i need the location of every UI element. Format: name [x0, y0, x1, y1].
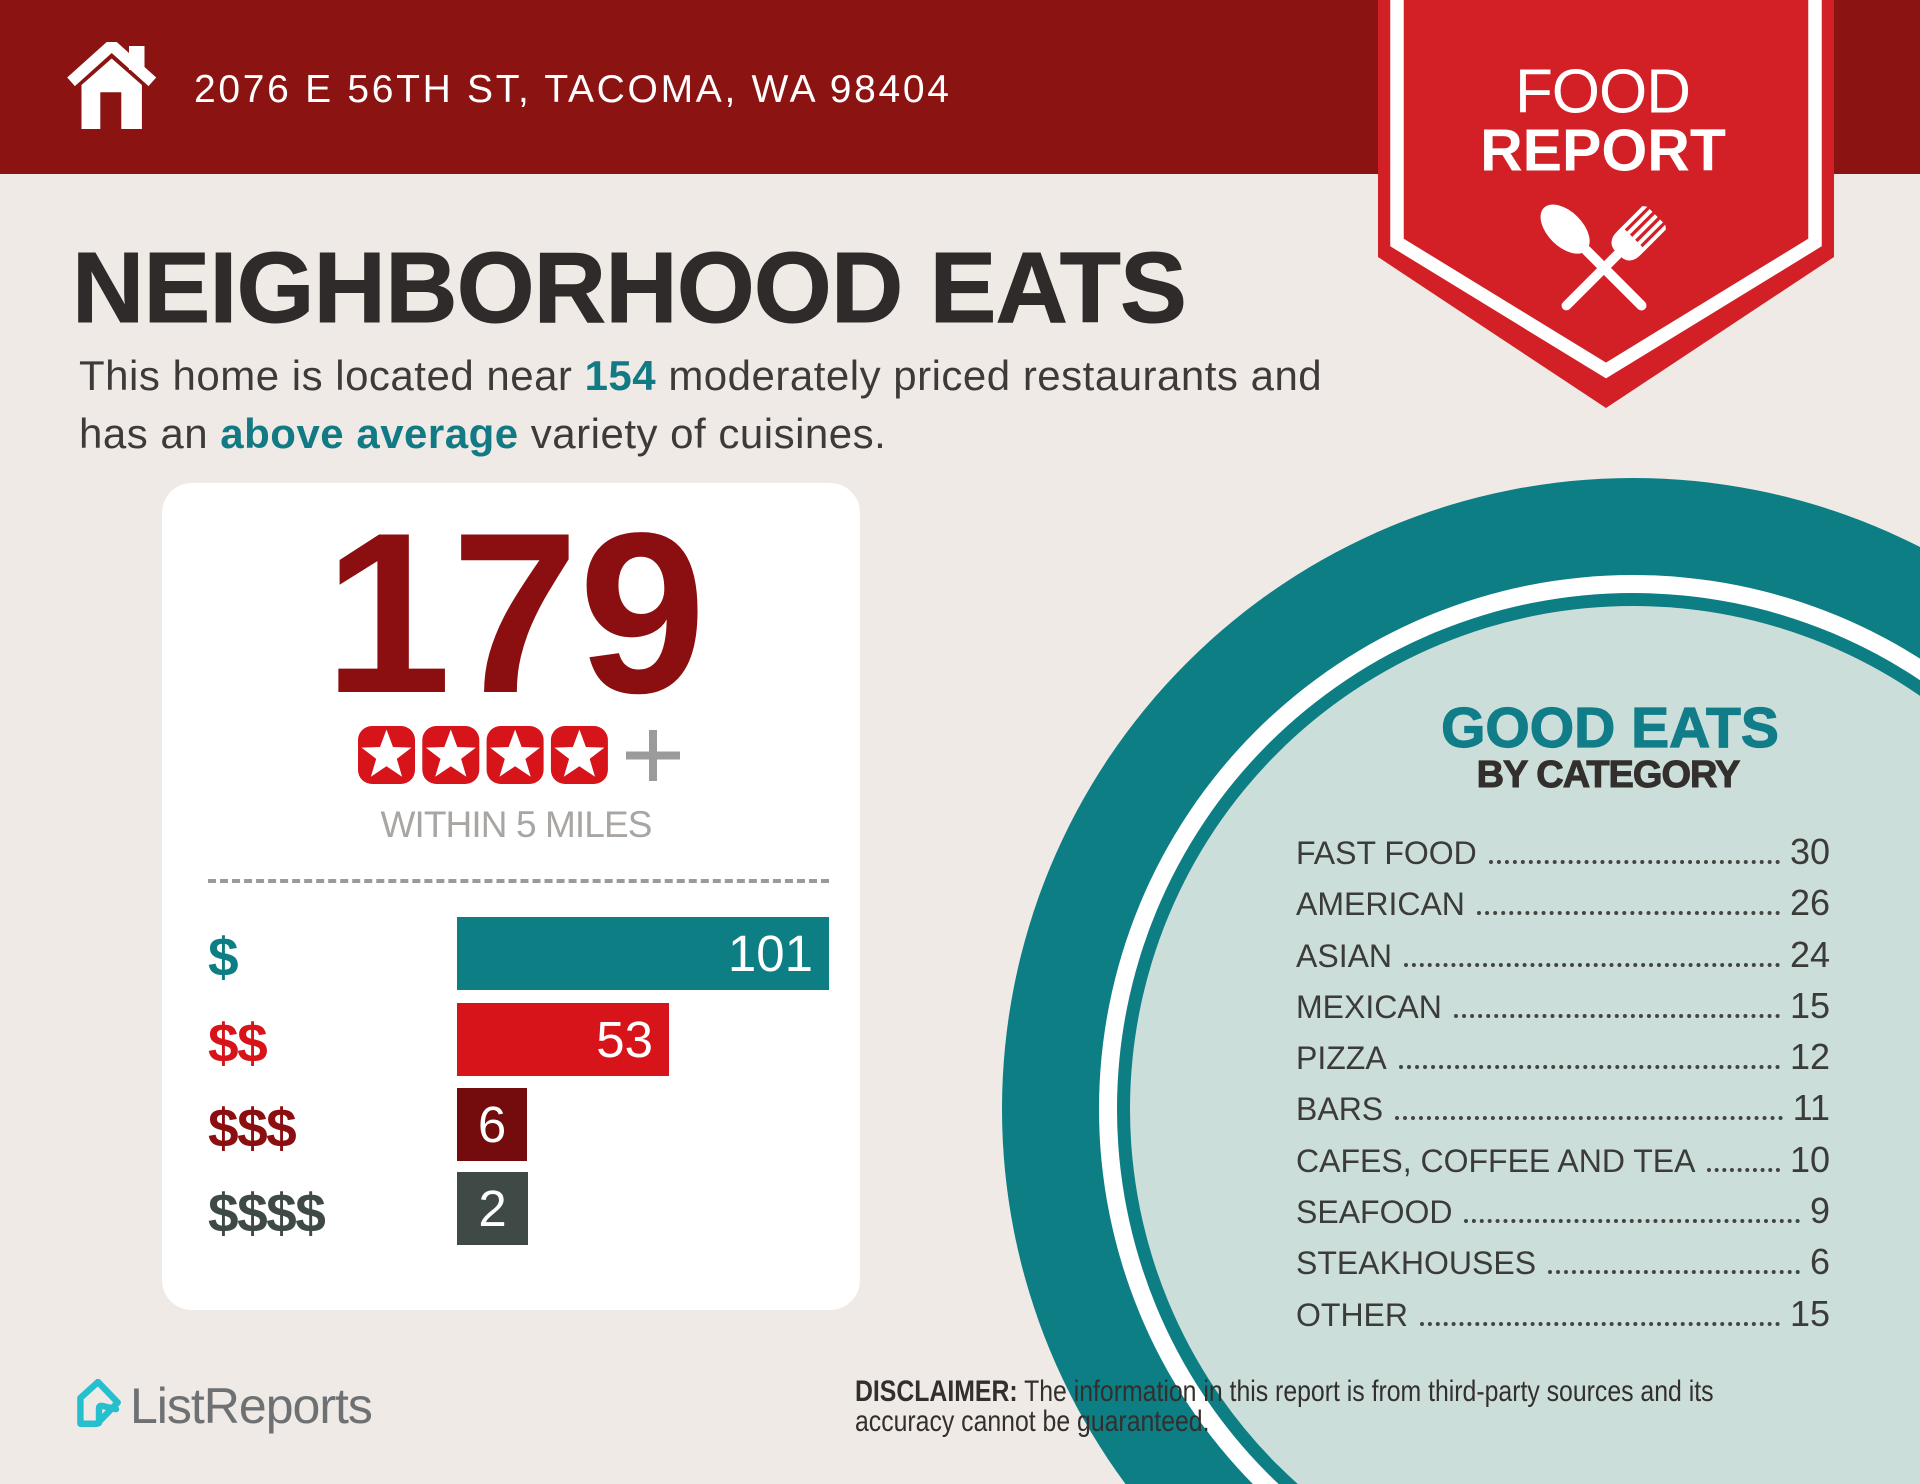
svg-text:REPORT: REPORT [1480, 118, 1726, 184]
svg-text:FOOD: FOOD [1515, 57, 1690, 126]
